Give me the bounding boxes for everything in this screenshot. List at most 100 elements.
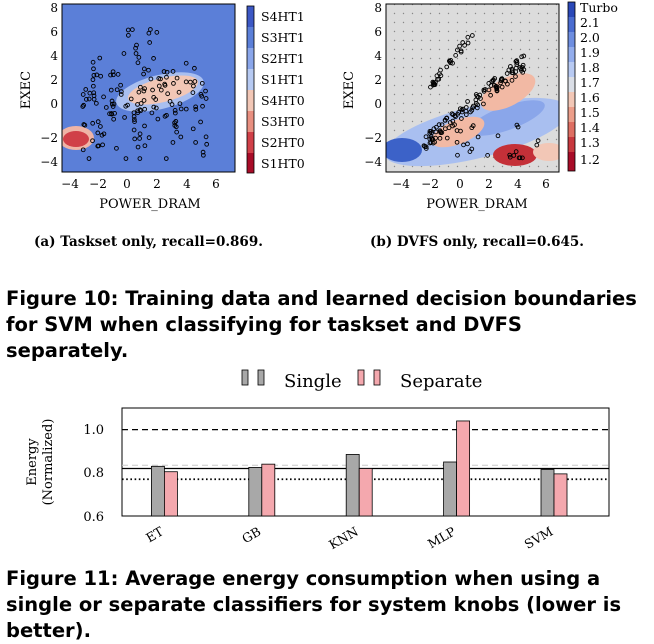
legend-label: S1HT0	[261, 156, 305, 171]
scatter-point	[118, 92, 124, 97]
scatter-point	[172, 120, 177, 126]
scatter-point	[131, 127, 137, 133]
scatter-point	[141, 71, 146, 77]
scatter-point	[80, 104, 86, 109]
scatter-point	[470, 33, 475, 38]
y-tick-label: −2	[364, 131, 382, 145]
scatter-point	[122, 115, 127, 120]
scatter-point	[153, 105, 159, 111]
bar-separate-mlp	[456, 420, 471, 517]
colorbar-b: Turbo 2.1 2.0 1.9 1.8 1.7 1.6 1.5 1.4 1.…	[567, 0, 618, 172]
scatter-point	[176, 89, 182, 95]
region-red	[493, 144, 537, 166]
scatter-point	[86, 96, 92, 102]
scatter-point	[495, 133, 501, 139]
scatter-point	[452, 122, 457, 128]
scatter-point	[110, 104, 116, 109]
x-tick-label: KNN	[326, 524, 361, 553]
scatter-point	[95, 130, 101, 136]
scatter-point	[516, 155, 522, 161]
scatter-point	[521, 53, 527, 59]
scatter-point	[429, 130, 434, 136]
scatter-point	[474, 105, 480, 111]
x-axis-label-a: POWER_DRAM	[99, 197, 200, 212]
y-tick-label: 0	[374, 97, 382, 111]
scatter-point	[86, 156, 92, 161]
scatter-point	[103, 105, 109, 110]
scatter-point	[534, 142, 540, 148]
scatter-point	[83, 87, 89, 92]
x-tick-label: −2	[89, 177, 107, 191]
scatter-point	[198, 91, 204, 97]
scatter-point	[473, 100, 479, 106]
y-tick-label: −2	[40, 131, 58, 145]
y-tick-label: −4	[40, 155, 58, 169]
scatter-point	[481, 89, 487, 94]
scatter-point	[90, 59, 96, 65]
scatter-points-a	[80, 27, 210, 161]
scatter-point	[200, 149, 206, 155]
x-tick-label: 6	[542, 177, 550, 191]
scatter-point	[454, 139, 460, 145]
scatter-point	[434, 124, 439, 130]
scatter-point	[135, 144, 141, 150]
scatter-point	[438, 73, 444, 78]
x-tick-label: GB	[239, 524, 263, 547]
scatter-point	[109, 111, 115, 117]
x-tick-label: −4	[61, 177, 79, 191]
y-ticks-b: 8 6 4 2 0 −2 −4	[364, 1, 382, 169]
scatter-point	[448, 58, 454, 63]
scatter-point	[459, 109, 465, 115]
scatter-point	[156, 83, 162, 89]
scatter-point	[154, 30, 160, 35]
x-tick-label: −4	[392, 177, 410, 191]
scatter-point	[436, 76, 442, 82]
scatter-point	[91, 93, 97, 99]
scatter-point	[514, 60, 520, 65]
scatter-point	[201, 152, 206, 158]
scatter-point	[137, 107, 143, 113]
scatter-point	[95, 119, 101, 125]
figure10-subplot-a: 8 6 4 2 0 −2 −4 −4 −2 0 2 4 6 POWER_DRAM…	[19, 1, 305, 212]
y-axis-label-a: EXEC	[19, 71, 34, 109]
colorbar-label: 1.2	[580, 152, 600, 167]
scatter-point	[492, 76, 498, 81]
scatter-point	[470, 105, 475, 111]
scatter-point	[137, 131, 143, 137]
region-blue-dark	[386, 138, 422, 162]
scatter-point	[136, 55, 142, 60]
scatter-point	[465, 34, 471, 40]
scatter-point	[123, 156, 129, 161]
scatter-point	[142, 143, 148, 149]
scatter-point	[141, 88, 147, 94]
scatter-point	[97, 55, 103, 61]
scatter-point	[449, 111, 455, 117]
bar-single-svm	[540, 469, 555, 517]
y-tick-label: 1.0	[83, 423, 104, 438]
scatter-point	[177, 101, 183, 107]
scatter-point	[149, 110, 155, 116]
colorbar-label: 1.6	[580, 90, 600, 105]
scatter-points-b	[421, 33, 541, 161]
scatter-point	[135, 102, 140, 107]
scatter-point	[111, 116, 117, 122]
scatter-point	[147, 40, 153, 45]
scatter-point	[489, 79, 495, 84]
scatter-point	[101, 94, 106, 100]
bar-separate-gb	[261, 463, 276, 517]
legend-label-single: Single	[284, 371, 342, 392]
scatter-point	[433, 129, 439, 135]
scatter-point	[167, 98, 173, 104]
colorbar-label: 1.8	[580, 60, 600, 75]
scatter-point	[499, 76, 505, 82]
colorbar-label: Turbo	[580, 0, 618, 15]
scatter-point	[183, 60, 189, 66]
scatter-point	[467, 149, 473, 154]
scatter-point	[455, 152, 460, 158]
scatter-point	[481, 101, 486, 107]
scatter-point	[513, 59, 519, 64]
scatter-point	[461, 142, 466, 148]
scatter-point	[146, 67, 151, 73]
scatter-point	[93, 100, 99, 106]
scatter-point	[98, 124, 103, 129]
